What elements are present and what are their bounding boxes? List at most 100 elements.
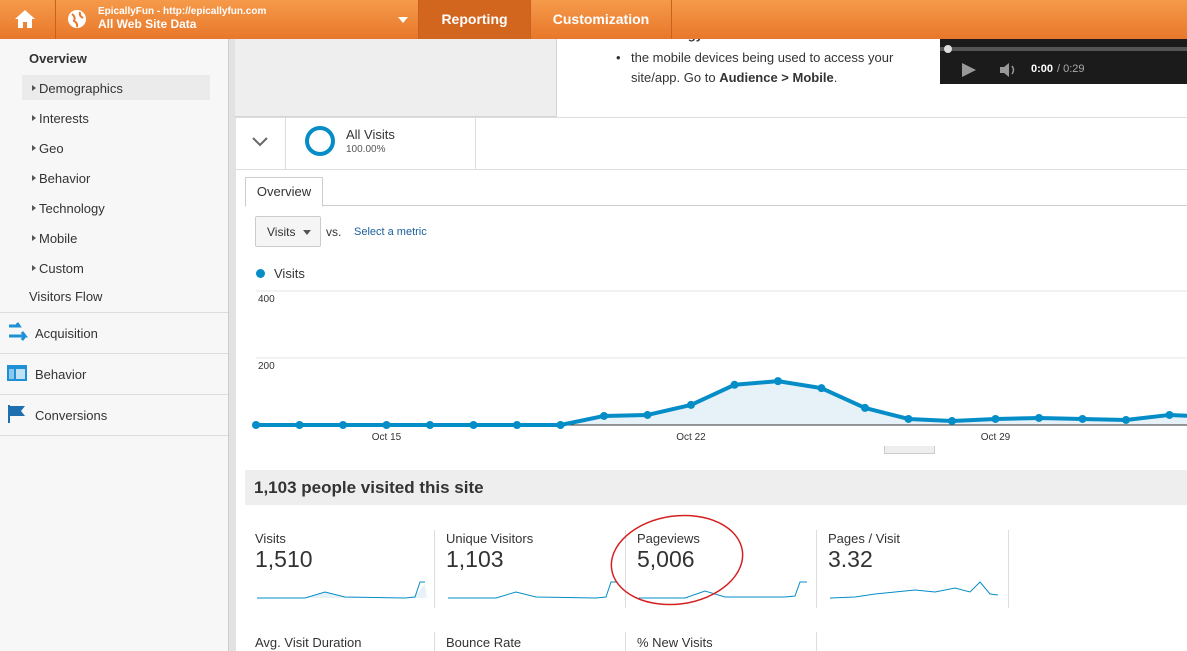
- area: [256, 381, 1187, 425]
- chart-handle[interactable]: [884, 446, 935, 454]
- metric-card: Visits 1,510: [255, 531, 313, 573]
- point: [1078, 414, 1087, 423]
- scrubber[interactable]: [944, 45, 952, 53]
- point: [339, 421, 347, 429]
- video-player: 0:00 / 0:29: [940, 39, 1187, 84]
- sparklines: [257, 581, 999, 599]
- point: [513, 421, 521, 429]
- metric-dropdown[interactable]: Visits: [255, 216, 321, 247]
- metric-card: Unique Visitors 1,103: [446, 531, 533, 573]
- y-tick-label: 400: [258, 294, 275, 305]
- segment-ring: [305, 126, 335, 156]
- point: [817, 384, 826, 393]
- nav-section[interactable]: Acquisition: [35, 326, 98, 341]
- segment-bar: [235, 117, 1187, 170]
- point: [1165, 410, 1174, 419]
- point: [774, 377, 782, 386]
- divider: [625, 530, 626, 608]
- play-button[interactable]: [962, 63, 976, 77]
- sidebar: Overview Demographics Interests Geo Beha…: [0, 39, 228, 651]
- metric-label: % New Visits: [637, 635, 713, 650]
- point: [1122, 415, 1130, 424]
- behavior-icon: [7, 365, 27, 381]
- divider: [816, 530, 817, 608]
- nav-item[interactable]: Demographics: [32, 81, 123, 96]
- metric: Visits: [267, 225, 296, 239]
- point: [295, 421, 304, 429]
- legend-dot: [256, 269, 265, 278]
- legend-label: Visits: [274, 266, 305, 281]
- dropdown-arrow[interactable]: [398, 17, 408, 23]
- metric-label: Visits: [255, 531, 286, 546]
- metric-card: Pages / Visit 3.32: [828, 531, 900, 573]
- point: [1035, 413, 1043, 422]
- video-time: 0:00: [1031, 63, 1054, 75]
- site-name[interactable]: EpicallyFun - http://epicallyfun.com: [98, 6, 267, 17]
- nav-item[interactable]: Technology: [32, 201, 105, 216]
- progress[interactable]: [940, 47, 1187, 51]
- point: [556, 421, 565, 429]
- metric-label: Bounce Rate: [446, 635, 522, 650]
- tab[interactable]: Overview: [245, 177, 323, 207]
- nav-item[interactable]: Geo: [32, 141, 64, 156]
- divider: [816, 632, 817, 651]
- x-tick-label: Oct 22: [676, 432, 706, 443]
- nav-item[interactable]: Custom: [32, 261, 84, 276]
- volume-button[interactable]: [1000, 63, 1018, 77]
- x-tick-label: Oct 29: [981, 432, 1011, 443]
- tab[interactable]: Reporting: [418, 0, 530, 39]
- nav-item[interactable]: Mobile: [31, 231, 78, 246]
- tab[interactable]: Customization: [530, 0, 672, 39]
- summary-title: 1,103 people visited this site: [254, 478, 484, 497]
- vs-label: vs.: [326, 225, 342, 239]
- metric-label: Unique Visitors: [446, 531, 534, 546]
- info-panel: [235, 39, 557, 117]
- nav-item[interactable]: Behavior: [31, 171, 91, 186]
- divider: [434, 632, 435, 651]
- point: [730, 380, 739, 389]
- nav-section[interactable]: Conversions: [35, 408, 108, 423]
- text: .: [833, 70, 838, 85]
- point: [687, 400, 695, 409]
- link[interactable]: Audience > Mobile: [719, 70, 834, 85]
- divider: [625, 632, 626, 651]
- divider: [1008, 530, 1009, 608]
- chart: 200 400 Oct 15 Oct 22 Oct 29: [252, 290, 1187, 443]
- acquisition-icon: [9, 322, 28, 341]
- point: [904, 414, 913, 423]
- point: [861, 403, 869, 412]
- point: [948, 416, 956, 425]
- segment[interactable]: [285, 118, 476, 169]
- highlight: [22, 75, 210, 100]
- metric-label: Pageviews: [637, 531, 700, 546]
- separator: [0, 353, 228, 354]
- globe-icon: [68, 10, 86, 28]
- divider: [55, 0, 56, 39]
- metric-value: 5,006: [637, 546, 695, 572]
- separator: [0, 312, 228, 313]
- metric-card: Pageviews 5,006: [637, 531, 700, 573]
- chevron[interactable]: [252, 137, 268, 147]
- nav-item[interactable]: Visitors Flow: [29, 289, 103, 304]
- point: [382, 421, 391, 429]
- view-name[interactable]: All Web Site Data: [98, 17, 197, 31]
- nav-section[interactable]: Behavior: [35, 367, 87, 382]
- nav-item[interactable]: Interests: [32, 111, 89, 126]
- top-bar: EpicallyFun - http://epicallyfun.com All…: [0, 0, 1187, 39]
- select-metric[interactable]: Select a metric: [354, 226, 427, 238]
- annotation-circle: [610, 514, 744, 606]
- x-tick-label: Oct 15: [372, 432, 402, 443]
- bullet: •: [616, 50, 621, 65]
- dropdown-arrow: [303, 230, 311, 235]
- info-text: • the mobile devices being used to acces…: [616, 48, 916, 88]
- metric-label: Avg. Visit Duration: [255, 635, 362, 650]
- point: [252, 421, 260, 429]
- separator: [0, 394, 228, 395]
- home-icon[interactable]: [14, 9, 36, 29]
- divider: [434, 530, 435, 608]
- summary-bar: [245, 470, 1187, 505]
- metric-value: 1,103: [446, 546, 504, 572]
- y-tick-label: 200: [258, 361, 275, 372]
- nav-item[interactable]: Overview: [29, 51, 87, 66]
